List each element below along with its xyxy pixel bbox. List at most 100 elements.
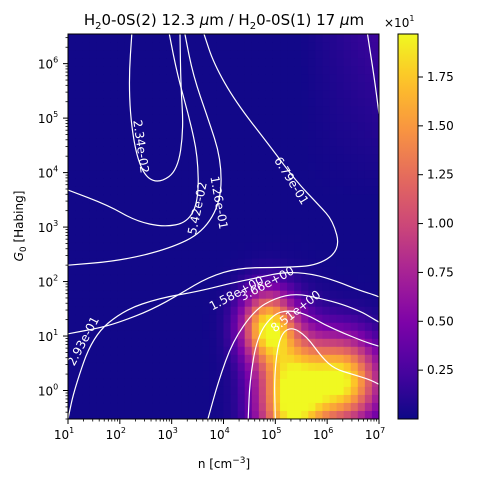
heatmap-cell [174, 170, 182, 179]
heatmap-cell [110, 242, 119, 252]
heatmap-cell [336, 298, 345, 308]
heatmap-cell [265, 130, 274, 139]
heatmap-cell [308, 122, 316, 131]
heatmap-cell [294, 82, 302, 91]
heatmap-cell [138, 338, 147, 348]
heatmap-cell [103, 290, 112, 300]
heatmap-cell [280, 42, 288, 51]
heatmap-cell [124, 194, 133, 204]
heatmap-cell [124, 298, 133, 308]
heatmap-cell [223, 50, 232, 59]
heatmap-cell [110, 210, 119, 220]
heatmap-cell [336, 194, 345, 204]
heatmap-cell [131, 306, 140, 316]
heatmap-cell [152, 370, 161, 380]
heatmap-cell [230, 330, 239, 340]
heatmap-cell [357, 226, 366, 236]
heatmap-cell [371, 42, 379, 51]
heatmap-cell [364, 298, 373, 308]
heatmap-cell [364, 122, 373, 131]
heatmap-cell [68, 378, 76, 388]
heatmap-cell [166, 266, 175, 276]
heatmap-cell [82, 298, 90, 308]
heatmap-cell [166, 58, 175, 67]
heatmap-cell [287, 394, 295, 404]
heatmap-cell [138, 186, 147, 196]
heatmap-cell [131, 402, 140, 412]
heatmap-cell [166, 50, 175, 59]
contour-line [207, 294, 379, 419]
heatmap-cell [117, 298, 126, 308]
heatmap-cell [294, 146, 302, 155]
heatmap-cell [230, 98, 239, 107]
heatmap-cell [230, 82, 239, 91]
heatmap-cell [82, 66, 90, 75]
heatmap-cell [237, 130, 246, 139]
heatmap-cell [244, 106, 253, 115]
heatmap-cell [131, 58, 140, 67]
heatmap-cell [329, 74, 338, 83]
heatmap-cell [152, 154, 161, 163]
heatmap-cell [301, 274, 309, 284]
heatmap-cell [202, 330, 210, 340]
heatmap-cell [188, 306, 196, 316]
heatmap-cell [152, 306, 161, 316]
heatmap-cell [103, 34, 112, 43]
heatmap-cell [209, 50, 218, 59]
heatmap-cell [152, 330, 161, 340]
heatmap-cell [103, 98, 112, 107]
heatmap-cell [152, 66, 161, 75]
heatmap-cell [294, 186, 302, 196]
heatmap-cell [103, 378, 112, 388]
heatmap-cell [364, 178, 373, 187]
y-tick-label: 102 [38, 274, 58, 290]
heatmap-cell [209, 186, 218, 196]
heatmap-cell [138, 178, 147, 187]
heatmap-cell [237, 242, 246, 252]
heatmap-cell [216, 274, 225, 284]
heatmap-cell [280, 170, 288, 179]
heatmap-cell [159, 50, 168, 59]
heatmap-cell [294, 242, 302, 252]
heatmap-cell [371, 98, 379, 107]
heatmap-cell [343, 386, 352, 396]
heatmap-cell [124, 210, 133, 220]
heatmap-cell [82, 354, 90, 364]
heatmap-cell [82, 98, 90, 107]
heatmap-cell [195, 282, 203, 292]
heatmap-cell [174, 114, 182, 123]
heatmap-cell [251, 138, 260, 147]
heatmap-cell [181, 202, 189, 212]
heatmap-cell [138, 98, 147, 107]
heatmap-cell [68, 338, 76, 348]
heatmap-cell [223, 242, 232, 252]
heatmap-cell [357, 74, 366, 83]
heatmap-cell [202, 170, 210, 179]
heatmap-cell [251, 194, 260, 204]
heatmap-cell [202, 194, 210, 204]
heatmap-cell [258, 242, 267, 252]
heatmap-cell [258, 42, 267, 51]
heatmap-cell [216, 210, 225, 220]
heatmap-cell [145, 290, 154, 300]
heatmap-cell [329, 130, 338, 139]
heatmap-cell [124, 58, 133, 67]
heatmap-cell [138, 130, 147, 139]
heatmap-cell [357, 90, 366, 99]
heatmap-cell [294, 314, 302, 324]
heatmap-cell [371, 50, 379, 59]
heatmap-cell [216, 402, 225, 412]
heatmap-cell [280, 162, 288, 171]
heatmap-cell [68, 122, 76, 131]
heatmap-cell [265, 114, 274, 123]
heatmap-cell [315, 282, 324, 292]
heatmap-cell [152, 242, 161, 252]
heatmap-cell [223, 258, 232, 268]
heatmap-cell [110, 114, 119, 123]
heatmap-cell [258, 122, 267, 131]
heatmap-cell [294, 306, 302, 316]
heatmap-cell [145, 74, 154, 83]
heatmap-cell [202, 138, 210, 147]
heatmap-cell [287, 322, 295, 332]
heatmap-cell [96, 202, 104, 212]
